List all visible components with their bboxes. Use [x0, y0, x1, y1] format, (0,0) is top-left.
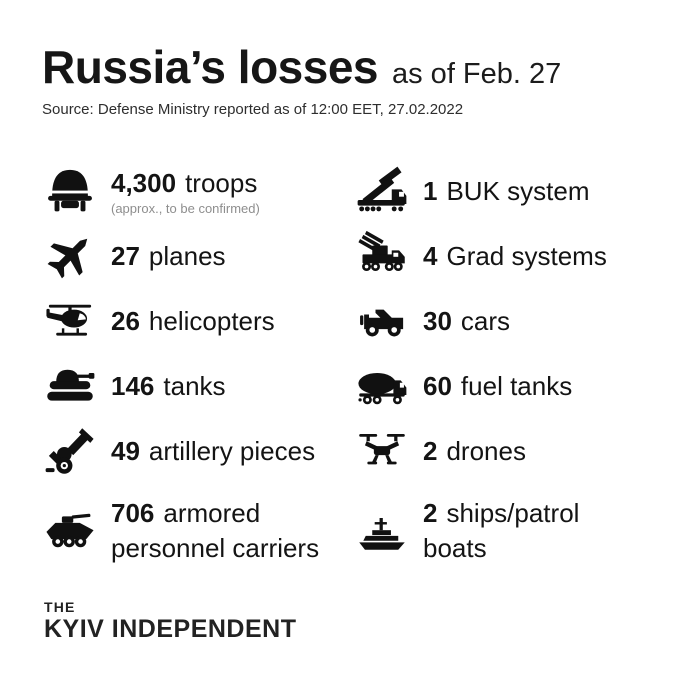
list-item-cars: 30 cars [354, 288, 638, 353]
tank-icon [42, 360, 98, 412]
list-item-artillery: 49 artillery pieces [42, 418, 354, 483]
page-title: Russia’s losses as of Feb. 27 [42, 40, 561, 94]
stat-value: 706 [111, 498, 155, 528]
list-item-ships: 2 ships/patrol boats [354, 483, 638, 579]
stat-line: 27 planes [111, 239, 226, 273]
helicopter-icon [42, 295, 98, 347]
stat-line: 2 drones [423, 434, 526, 468]
stat-label: artillery pieces [148, 435, 316, 466]
list-item-troops: 4,300 troops (approx., to be confirmed) [42, 158, 354, 223]
stat-value: 27 [111, 240, 140, 271]
stat-value: 49 [111, 435, 140, 466]
stat-value: 4,300 [111, 167, 177, 198]
ship-icon [354, 505, 410, 557]
stat-line: 26 helicopters [111, 304, 275, 338]
drone-icon [354, 425, 410, 477]
fuel-truck-icon [354, 360, 410, 412]
stat-label: troops [185, 167, 258, 198]
losses-grid: 4,300 troops (approx., to be confirmed) 2… [42, 158, 638, 579]
stat-label: planes [148, 240, 226, 271]
artillery-icon [42, 425, 98, 477]
stat-line: 2 ships/patrol boats [423, 496, 638, 566]
apc-icon [42, 505, 98, 557]
list-item-drones: 2 drones [354, 418, 638, 483]
list-item-apc: 706 armored personnel carriers [42, 483, 354, 579]
right-column: 1 BUK system 4 Grad systems 30 cars [354, 158, 638, 579]
stat-line: 1 BUK system [423, 174, 590, 208]
stat-value: 30 [423, 305, 452, 336]
brand-the: THE [44, 599, 76, 615]
stat-label: BUK system [446, 175, 590, 206]
stat-label: helicopters [148, 305, 275, 336]
stat-label: ships/patrol boats [423, 498, 580, 563]
stat-value: 26 [111, 305, 140, 336]
stat-line: 146 tanks [111, 369, 226, 403]
list-item-planes: 27 planes [42, 223, 354, 288]
list-item-helicopters: 26 helicopters [42, 288, 354, 353]
grad-truck-icon [354, 230, 410, 282]
brand-kyiv-independent: KYIV INDEPENDENT [44, 615, 297, 643]
list-item-fuel-tanks: 60 fuel tanks [354, 353, 638, 418]
stat-line: 49 artillery pieces [111, 434, 315, 468]
stat-label: Grad systems [446, 240, 607, 271]
stat-label: cars [460, 305, 511, 336]
list-item-tanks: 146 tanks [42, 353, 354, 418]
stat-line: 4,300 troops [111, 166, 260, 200]
jeep-icon [354, 295, 410, 347]
stat-value: 1 [423, 175, 438, 206]
fighter-jet-icon [42, 230, 98, 282]
list-item-grad: 4 Grad systems [354, 223, 638, 288]
stat-line: 706 armored personnel carriers [111, 496, 329, 566]
left-column: 4,300 troops (approx., to be confirmed) 2… [42, 158, 354, 579]
stat-note: (approx., to be confirmed) [111, 200, 260, 216]
title-main: Russia’s losses [42, 41, 379, 93]
stat-label: fuel tanks [460, 370, 573, 401]
stat-value: 4 [423, 240, 438, 271]
stat-label: tanks [163, 370, 226, 401]
stat-line: 4 Grad systems [423, 239, 607, 273]
stat-label: armored personnel carriers [111, 498, 320, 563]
stat-line: 60 fuel tanks [423, 369, 572, 403]
stat-value: 60 [423, 370, 452, 401]
buk-launcher-icon [354, 165, 410, 217]
stat-line: 30 cars [423, 304, 510, 338]
stat-value: 146 [111, 370, 155, 401]
source-line: Source: Defense Ministry reported as of … [42, 101, 464, 118]
title-date: as of Feb. 27 [392, 58, 562, 90]
helmet-icon [42, 165, 98, 217]
stat-value: 2 [423, 498, 438, 528]
stat-label: drones [446, 435, 526, 466]
stat-value: 2 [423, 435, 438, 466]
brand-logo: THE KYIV INDEPENDENT [44, 600, 296, 642]
list-item-buk: 1 BUK system [354, 158, 638, 223]
